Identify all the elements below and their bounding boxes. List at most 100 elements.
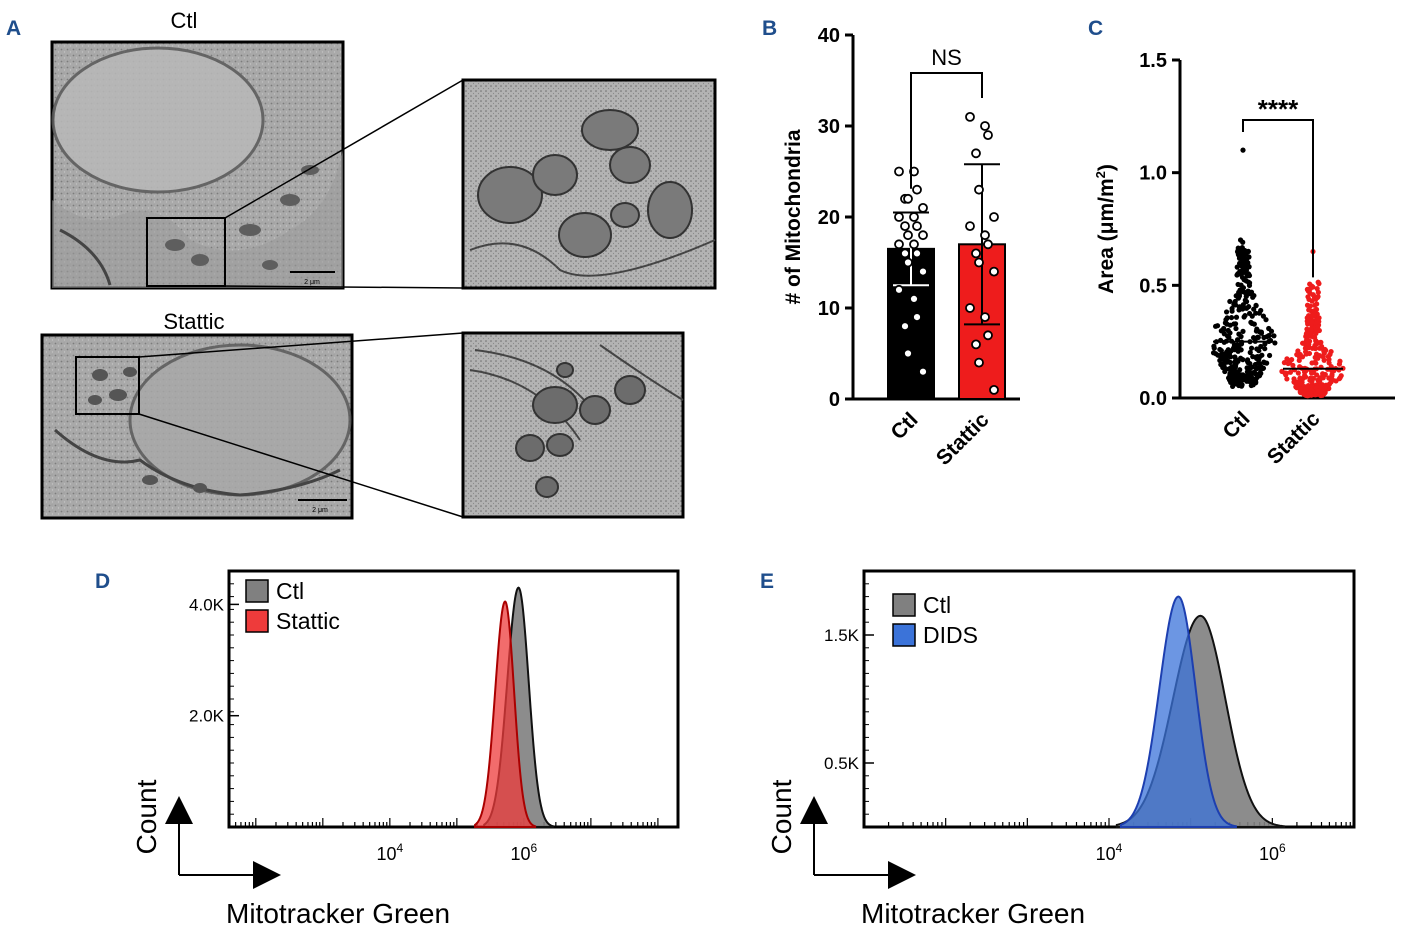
data-point — [1251, 321, 1257, 327]
data-point — [1214, 323, 1221, 329]
data-point — [1254, 326, 1260, 332]
data-point — [903, 230, 913, 241]
y-tick-label: 20 — [818, 207, 840, 229]
data-point — [1248, 345, 1255, 351]
data-point — [1316, 281, 1322, 287]
x-tick-label: Stattic — [932, 408, 994, 470]
data-point — [1295, 370, 1301, 376]
em-image-ctl: 2 μm — [50, 40, 345, 290]
data-point — [1266, 325, 1272, 332]
panel-b: B 0 10 20 30 40 # of Mitochondria Ctl Stattic NS — [762, 17, 1020, 470]
data-point — [1232, 354, 1238, 360]
data-point — [1295, 348, 1301, 354]
data-point — [1283, 370, 1290, 376]
data-point — [1314, 294, 1321, 301]
x-tick-label: Ctl — [886, 408, 922, 444]
data-point — [1221, 331, 1227, 337]
data-point — [1242, 312, 1248, 319]
data-point — [1225, 375, 1232, 381]
data-point — [1228, 314, 1235, 321]
data-point — [1246, 254, 1252, 260]
data-point — [900, 321, 910, 332]
data-point — [1237, 237, 1244, 243]
data-point — [894, 239, 904, 250]
y-tick-label: 4.0K — [189, 595, 225, 614]
zoom-line — [138, 332, 464, 358]
data-point — [1239, 244, 1245, 251]
x-tick-label: 104 — [376, 841, 403, 864]
data-point — [918, 230, 928, 241]
data-point — [1309, 379, 1315, 385]
y-tick-label: 1.5 — [1139, 50, 1167, 72]
y-tick-label: 0.5 — [1139, 275, 1167, 297]
x-tick-base: 10 — [376, 844, 396, 864]
panel-letter-a: A — [6, 17, 21, 40]
data-point — [894, 284, 904, 295]
data-point — [1228, 348, 1234, 354]
data-point — [918, 266, 928, 277]
data-point — [1210, 350, 1217, 356]
y-axis-title: Count — [131, 779, 162, 854]
x-tick-label: 104 — [1096, 841, 1123, 864]
y-axis-title: # of Mitochondria — [782, 129, 805, 304]
panel-letter-b: B — [762, 17, 777, 40]
data-point — [1271, 333, 1277, 339]
data-point — [894, 212, 904, 222]
legend-label: Stattic — [276, 608, 340, 634]
x-tick-label: Stattic — [1263, 407, 1325, 469]
data-point — [1316, 327, 1322, 334]
data-point — [965, 221, 975, 232]
data-point — [1251, 380, 1257, 386]
data-point — [1279, 368, 1285, 374]
data-point — [980, 312, 990, 323]
legend-swatch-ctl — [892, 593, 916, 617]
data-point — [918, 366, 928, 377]
significance-label: **** — [1258, 94, 1299, 124]
data-point — [1253, 310, 1259, 316]
data-point — [1305, 391, 1312, 397]
data-point — [1300, 340, 1306, 346]
data-point — [1306, 350, 1313, 357]
data-point — [1232, 364, 1239, 370]
data-point — [1211, 343, 1217, 349]
data-point — [1245, 260, 1251, 266]
data-point — [1306, 307, 1312, 313]
data-point — [1247, 365, 1253, 371]
y-tick-label: 30 — [818, 116, 840, 138]
data-point — [1314, 341, 1320, 347]
data-point — [1246, 272, 1252, 279]
data-point — [1251, 369, 1257, 376]
data-point — [1218, 355, 1224, 361]
data-point — [1301, 391, 1307, 397]
panel-a: A Ctl Stattic 2 μm — [6, 8, 717, 520]
data-point — [1244, 358, 1251, 365]
data-point — [965, 112, 975, 122]
data-point — [983, 130, 993, 141]
data-point — [1304, 326, 1310, 332]
y-tick-label: 10 — [818, 298, 840, 320]
em-zoom-stattic — [461, 331, 685, 519]
data-point — [1236, 331, 1242, 337]
data-point — [1261, 360, 1267, 366]
data-point — [1309, 360, 1315, 366]
data-point — [980, 121, 990, 131]
data-point — [900, 221, 910, 232]
data-point — [1234, 264, 1240, 270]
y-axis-title: Count — [766, 779, 797, 854]
significance-bracket — [1242, 119, 1314, 278]
data-point — [1265, 333, 1272, 339]
data-point — [983, 239, 993, 250]
data-point — [989, 266, 999, 277]
data-point — [989, 384, 999, 395]
data-point — [965, 303, 975, 313]
data-point — [1290, 362, 1296, 369]
data-point — [1225, 359, 1231, 365]
legend-swatch-dids — [892, 623, 916, 647]
data-point — [1258, 329, 1265, 335]
data-point — [1256, 310, 1262, 316]
data-point — [1246, 310, 1253, 317]
panel-letter-e: E — [760, 570, 774, 593]
em-image-stattic: 2 μm — [40, 333, 354, 520]
data-point — [1293, 384, 1299, 390]
data-point — [1240, 147, 1246, 153]
